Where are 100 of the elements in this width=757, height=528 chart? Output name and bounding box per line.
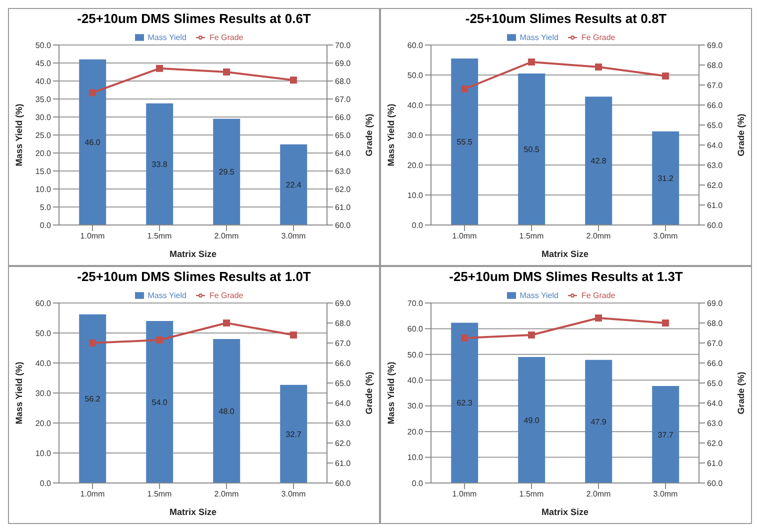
data-label: 56.2 <box>84 394 101 404</box>
y2-tick-label: 63.0 <box>335 166 352 176</box>
y-tick-label: 20.0 <box>35 418 52 428</box>
point <box>461 334 468 342</box>
y-tick-label: 50.0 <box>35 328 52 338</box>
y2-tick-label: 66.0 <box>335 112 352 122</box>
bar <box>146 321 174 483</box>
y-tick-label: 10.0 <box>407 190 424 200</box>
y2-tick-label: 69.0 <box>335 58 352 68</box>
point <box>156 336 163 344</box>
y2-tick-label: 65.0 <box>335 130 352 140</box>
y-tick-label: 10.0 <box>35 184 52 194</box>
y-tick-label: 40.0 <box>407 100 424 110</box>
y2-tick-label: 65.0 <box>707 378 724 388</box>
point <box>290 332 297 338</box>
bar <box>79 59 106 225</box>
bar <box>652 131 680 225</box>
y2-tick-label: 63.0 <box>335 418 352 428</box>
chart-title: -25+10um DMS Slimes Results at 1.3T <box>448 269 684 284</box>
point <box>461 86 468 92</box>
y2-tick-label: 67.0 <box>335 338 352 348</box>
data-label: 48.0 <box>218 406 235 416</box>
y2-tick-label: 64.0 <box>707 140 724 150</box>
y2-axis-title: Grade (%) <box>736 372 746 414</box>
data-label: 33.8 <box>152 160 168 169</box>
y2-tick-label: 62.0 <box>707 180 724 190</box>
point <box>223 320 230 326</box>
data-label: 62.3 <box>456 398 473 408</box>
legend-label: Mass Yield <box>520 291 558 300</box>
y-axis-title: Mass Yield (%) <box>386 104 396 166</box>
x-tick-label: 1.5mm <box>519 232 544 241</box>
y-tick-label: 45.0 <box>35 58 52 68</box>
data-label: 54.0 <box>152 398 168 407</box>
y2-tick-label: 66.0 <box>707 358 724 368</box>
y-axis-title: Mass Yield (%) <box>386 362 396 424</box>
y2-tick-label: 68.0 <box>335 76 352 86</box>
y-tick-label: 10.0 <box>407 453 424 462</box>
bar <box>213 118 240 225</box>
y-tick-label: 40.0 <box>35 76 52 86</box>
y2-axis-title: Grade (%) <box>736 114 746 156</box>
y-axis-title: Mass Yield (%) <box>14 104 24 166</box>
bar <box>585 360 612 483</box>
y-tick-label: 10.0 <box>35 448 52 458</box>
data-label: 55.5 <box>456 138 473 147</box>
y-tick-label: 30.0 <box>35 388 52 398</box>
y-tick-label: 30.0 <box>35 112 52 122</box>
legend-label: Mass Yield <box>148 33 186 42</box>
data-label: 42.8 <box>590 156 607 166</box>
data-label: 31.2 <box>658 174 674 184</box>
bar <box>518 357 546 483</box>
x-tick-label: 1.5mm <box>147 232 172 241</box>
data-label: 46.0 <box>84 138 101 148</box>
y-tick-label: 20.0 <box>407 427 424 436</box>
bar <box>280 144 308 225</box>
y2-tick-label: 60.0 <box>707 220 724 230</box>
bar <box>146 103 174 225</box>
y2-tick-label: 68.0 <box>707 318 724 328</box>
y2-axis-title: Grade (%) <box>364 114 374 156</box>
point <box>595 64 602 70</box>
x-tick-label: 2.0mm <box>586 490 612 499</box>
y-tick-label: 15.0 <box>35 166 52 176</box>
y-tick-label: 50.0 <box>407 350 424 360</box>
y2-tick-label: 67.0 <box>335 94 352 104</box>
x-tick-label: 2.0mm <box>214 232 240 241</box>
y-tick-label: 60.0 <box>407 40 424 50</box>
point <box>156 64 163 72</box>
data-label: 37.7 <box>658 430 674 440</box>
y2-tick-label: 60.0 <box>335 478 352 488</box>
y-tick-label: 50.0 <box>35 40 52 50</box>
data-label: 32.7 <box>286 430 302 439</box>
x-tick-label: 1.0mm <box>80 490 106 499</box>
legend-label: Fe Grade <box>209 291 244 300</box>
y2-tick-label: 61.0 <box>335 202 352 212</box>
y-tick-label: 30.0 <box>407 402 424 411</box>
x-tick-label: 3.0mm <box>281 232 306 241</box>
x-axis-title: Matrix Size <box>169 249 217 259</box>
y2-tick-label: 61.0 <box>707 458 724 468</box>
x-tick-label: 1.5mm <box>147 490 172 499</box>
y2-tick-label: 61.0 <box>707 200 724 210</box>
y2-tick-label: 66.0 <box>707 100 724 110</box>
bar <box>585 96 612 225</box>
chart-title: -25+10um DMS Slimes Results at 1.0T <box>76 269 312 284</box>
point <box>89 340 96 346</box>
y2-tick-label: 69.0 <box>707 298 724 308</box>
x-tick-label: 3.0mm <box>281 490 306 499</box>
y-tick-label: 5.0 <box>40 202 52 212</box>
bar <box>451 58 478 225</box>
y2-tick-label: 60.0 <box>707 478 724 488</box>
y2-tick-label: 69.0 <box>335 298 352 308</box>
y2-tick-label: 60.0 <box>335 220 352 230</box>
y-tick-label: 30.0 <box>407 130 424 140</box>
y2-tick-label: 62.0 <box>335 184 352 194</box>
y-tick-label: 35.0 <box>35 94 52 104</box>
y-tick-label: 0.0 <box>412 478 424 488</box>
y-tick-label: 20.0 <box>35 148 52 158</box>
y2-tick-label: 70.0 <box>335 40 352 50</box>
data-label: 49.0 <box>524 416 540 425</box>
x-tick-label: 1.0mm <box>80 232 106 241</box>
y2-tick-label: 63.0 <box>707 160 724 170</box>
point <box>528 58 535 66</box>
